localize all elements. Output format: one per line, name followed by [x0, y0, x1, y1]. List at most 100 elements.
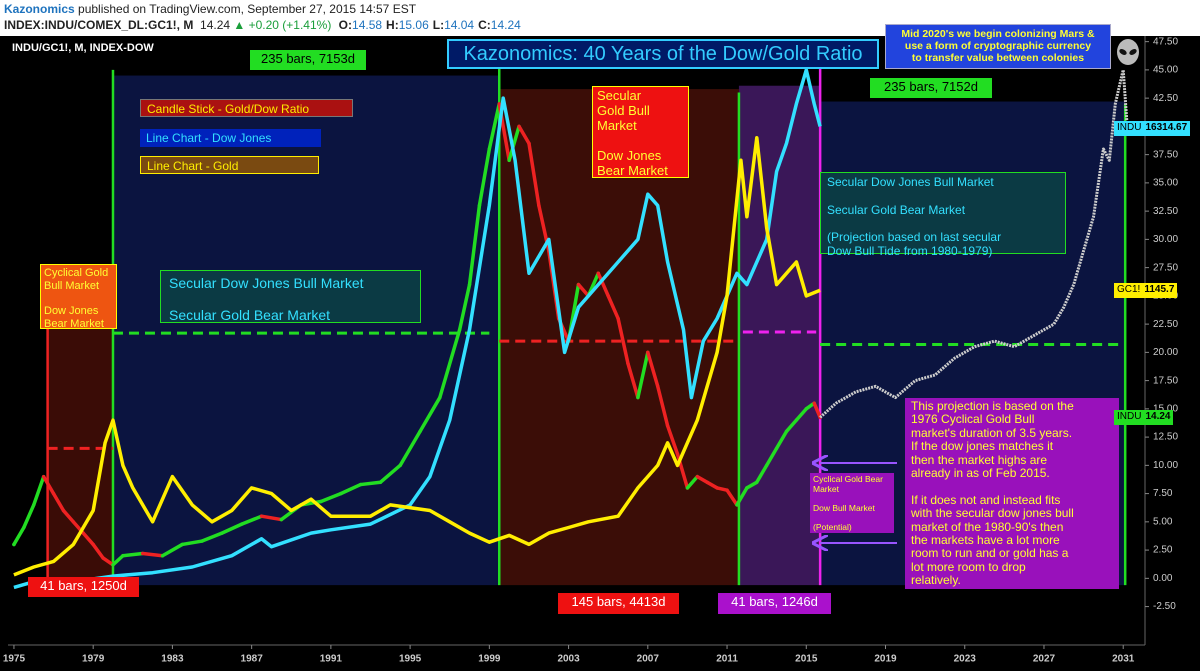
x-tick-label: 2003 [557, 654, 580, 665]
candle [636, 350, 650, 400]
candle [735, 486, 749, 507]
symbol: INDEX:INDU/COMEX_DL:GC1!, M [4, 18, 194, 32]
x-tick-label: 2023 [954, 654, 977, 665]
candle [22, 503, 36, 530]
bar-count-label: 41 bars, 1250d [28, 577, 139, 597]
y-tick-label: 5.00 [1153, 516, 1173, 527]
ohlc-item: L:14.04 [433, 18, 474, 32]
candle [764, 446, 779, 468]
x-tick-label: 1987 [241, 654, 264, 665]
y-tick-label: 42.50 [1153, 93, 1178, 104]
candle [438, 328, 462, 400]
candle [705, 480, 719, 490]
price-tag-value: 14.24 [1145, 410, 1171, 422]
candle [507, 124, 521, 163]
y-tick-label: 22.50 [1153, 319, 1178, 330]
candle [626, 361, 640, 400]
candle [606, 294, 620, 321]
candle [487, 102, 501, 151]
candle [725, 488, 739, 507]
candle [12, 525, 26, 547]
y-tick-label: 27.50 [1153, 262, 1178, 273]
price-tag-value: 1145.7 [1144, 283, 1175, 295]
x-tick-label: 1979 [82, 654, 105, 665]
candle [61, 508, 76, 524]
y-tick-label: 0.00 [1153, 573, 1173, 584]
candle [358, 480, 383, 487]
ohlc-value: 14.24 [490, 18, 521, 32]
ohlc-item: O:14.58 [339, 18, 382, 32]
author[interactable]: Kazonomics [4, 2, 75, 16]
alien-icon [1117, 39, 1139, 65]
note: Secular Gold Bull Market Dow Jones Bear … [592, 86, 689, 178]
ohlc-label: H: [386, 18, 399, 32]
x-tick-label: 1975 [3, 654, 26, 665]
candle [239, 514, 264, 526]
candle [665, 424, 680, 456]
y-tick-label: -2.50 [1153, 601, 1176, 612]
candle [180, 539, 204, 547]
series-line [13, 135, 821, 577]
candle [111, 553, 125, 567]
candle [339, 482, 363, 496]
ohlc-label: O: [338, 18, 353, 32]
ohlc-item: C:14.24 [478, 18, 521, 32]
y-tick-label: 30.00 [1153, 234, 1178, 245]
note: Mid 2020's we begin colonizing Mars & us… [885, 24, 1111, 69]
header: Kazonomics published on TradingView.com,… [0, 0, 1200, 36]
published: published on TradingView.com, September … [78, 2, 417, 16]
y-tick-label: 35.00 [1153, 178, 1178, 189]
x-tick-label: 1991 [320, 654, 343, 665]
candle [467, 203, 482, 287]
y-tick-label: 15.00 [1153, 403, 1178, 414]
candle [812, 401, 822, 420]
ohlc-label: C: [478, 18, 491, 32]
candle [755, 463, 769, 485]
candle [517, 124, 531, 146]
x-tick-label: 1983 [161, 654, 184, 665]
y-tick-label: 17.50 [1153, 375, 1178, 386]
price-tag-label: INDU [1117, 122, 1142, 134]
candle [774, 429, 789, 451]
candle [160, 542, 185, 558]
candle [41, 474, 56, 496]
price-tag: INDU 14.24 [1114, 409, 1174, 425]
candle [81, 531, 95, 547]
x-tick-label: 2007 [637, 654, 660, 665]
ohlc-value: 14.58 [352, 18, 383, 32]
candle [457, 282, 472, 332]
note: This projection is based on the 1976 Cyc… [905, 398, 1119, 589]
y-tick-label: 10.00 [1153, 460, 1178, 471]
x-tick-label: 2015 [795, 654, 818, 665]
y-tick-label: 47.50 [1153, 36, 1178, 47]
candle [477, 147, 492, 208]
note: Secular Dow Jones Bull Market Secular Go… [820, 172, 1066, 258]
price-tag: GC1! 1145.7 [1114, 282, 1178, 298]
x-tick-label: 2011 [716, 654, 738, 665]
note: Secular Dow Jones Bull Market Secular Go… [160, 270, 421, 323]
candle [259, 514, 284, 522]
y-tick-label: 7.50 [1153, 488, 1173, 499]
ohlc-label: L: [432, 18, 445, 32]
bar-count-label: 145 bars, 4413d [558, 593, 679, 614]
x-tick-label: 2019 [874, 654, 897, 665]
ohlc-item: H:15.06 [386, 18, 429, 32]
candle [378, 463, 402, 485]
candle [200, 531, 224, 543]
projection-line [819, 68, 1129, 419]
publish-line: Kazonomics published on TradingView.com,… [4, 2, 416, 16]
candle [616, 316, 630, 366]
candle [398, 429, 422, 468]
candle [527, 141, 541, 208]
candle [596, 271, 610, 298]
candle [576, 282, 591, 298]
legend-entry: Candle Stick - Gold/Dow Ratio [140, 99, 353, 117]
x-tick-label: 2031 [1112, 654, 1135, 665]
candle [685, 474, 700, 490]
price-tag: INDU 16314.67 [1114, 121, 1191, 137]
candle [695, 474, 709, 485]
x-tick-label: 2027 [1033, 654, 1056, 665]
price-tag-label: INDU [1117, 410, 1142, 422]
candle [101, 556, 115, 567]
